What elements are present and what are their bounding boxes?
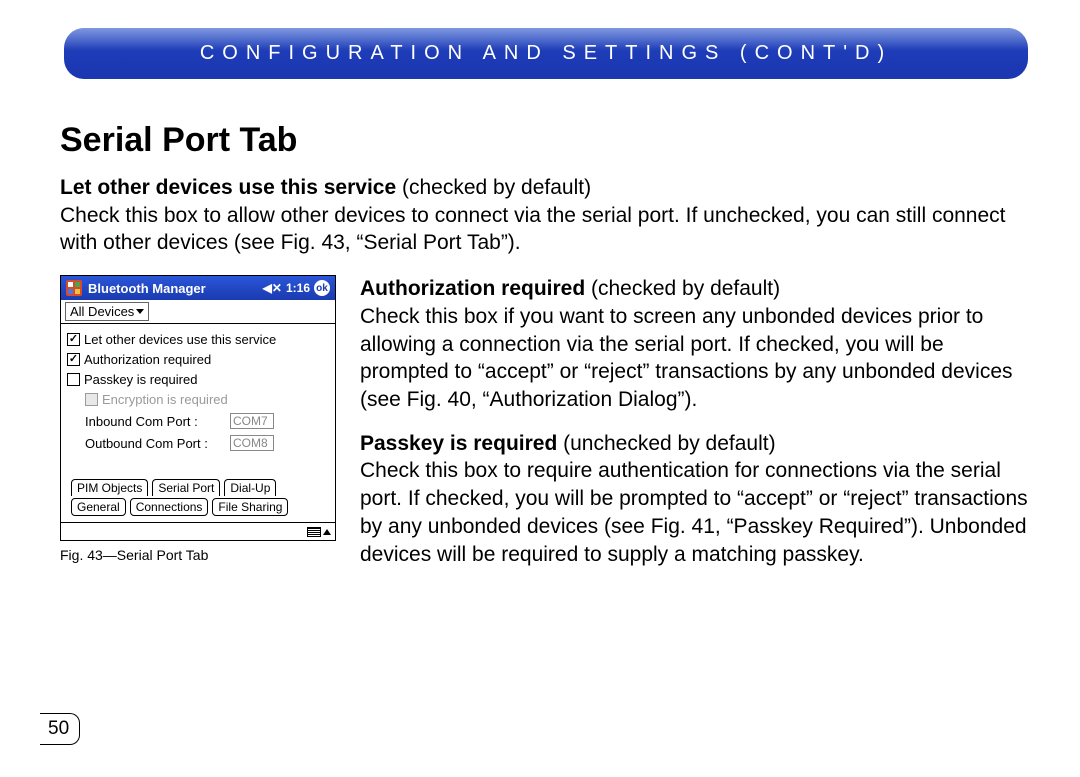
pda-body: Let other devices use this service Autho… [61,324,335,522]
pda-screenshot: Bluetooth Manager ◀✕ 1:16 ok All Devices… [60,275,336,541]
checkbox-encryption-label: Encryption is required [102,392,228,407]
para-passkey-body: Check this box to require authentication… [360,459,1028,565]
outbound-port-value[interactable]: COM8 [230,435,274,451]
pda-app-title: Bluetooth Manager [88,281,259,296]
page-number: 50 [40,713,80,745]
inbound-port-row: Inbound Com Port : COM7 [85,413,329,429]
tab-serial-port[interactable]: Serial Port [152,479,220,496]
intro-lead: Let other devices use this service [60,176,396,199]
inbound-port-label: Inbound Com Port : [85,414,230,429]
checkbox-let-other[interactable] [67,333,80,346]
figure-caption: Fig. 43—Serial Port Tab [60,547,340,563]
paragraph-passkey: Passkey is required (unchecked by defaul… [360,430,1032,569]
tab-pim-objects[interactable]: PIM Objects [71,479,148,496]
start-icon [66,280,82,296]
checkbox-auth[interactable] [67,353,80,366]
para-auth-suffix: (checked by default) [585,277,780,300]
checkbox-auth-label: Authorization required [84,352,211,367]
tab-row-1: PIM Objects Serial Port Dial-Up [71,479,325,496]
para-auth-body: Check this box if you want to screen any… [360,305,1013,411]
checkbox-row-passkey: Passkey is required [67,372,329,387]
outbound-port-row: Outbound Com Port : COM8 [85,435,329,451]
devices-dropdown[interactable]: All Devices [65,302,149,321]
checkbox-row-auth: Authorization required [67,352,329,367]
pda-combo-row: All Devices [61,300,335,324]
pda-bottom-bar [61,522,335,540]
caret-up-icon[interactable] [323,529,331,535]
intro-lead-suffix: (checked by default) [396,176,591,199]
tab-connections[interactable]: Connections [130,498,209,516]
tab-general[interactable]: General [71,498,126,516]
checkbox-row-let-other: Let other devices use this service [67,332,329,347]
ok-icon[interactable]: ok [314,280,330,296]
checkbox-row-encryption: Encryption is required [85,392,329,407]
speaker-icon: ◀✕ [263,281,282,295]
para-passkey-lead: Passkey is required [360,432,557,455]
tab-row-2: General Connections File Sharing [71,498,325,516]
figure-column: Bluetooth Manager ◀✕ 1:16 ok All Devices… [60,275,340,584]
para-auth-lead: Authorization required [360,277,585,300]
banner-text: CONFIGURATION AND SETTINGS (CONT'D) [200,42,892,64]
keyboard-icon[interactable] [307,527,321,537]
pda-tabs: PIM Objects Serial Port Dial-Up General … [67,479,329,516]
devices-dropdown-label: All Devices [70,304,134,319]
checkbox-passkey[interactable] [67,373,80,386]
section-banner: CONFIGURATION AND SETTINGS (CONT'D) [64,28,1028,79]
para-passkey-suffix: (unchecked by default) [557,432,775,455]
pda-time: 1:16 [286,281,310,295]
intro-body: Check this box to allow other devices to… [60,204,1006,255]
tab-file-sharing[interactable]: File Sharing [212,498,288,516]
paragraph-auth: Authorization required (checked by defau… [360,275,1032,414]
outbound-port-label: Outbound Com Port : [85,436,230,451]
inbound-port-value[interactable]: COM7 [230,413,274,429]
chevron-down-icon [136,309,144,314]
checkbox-passkey-label: Passkey is required [84,372,197,387]
text-column: Authorization required (checked by defau… [360,275,1032,584]
checkbox-encryption [85,393,98,406]
section-title: Serial Port Tab [60,121,1032,160]
intro-paragraph: Let other devices use this service (chec… [60,174,1032,257]
checkbox-let-other-label: Let other devices use this service [84,332,276,347]
pda-titlebar: Bluetooth Manager ◀✕ 1:16 ok [61,276,335,300]
tab-dialup[interactable]: Dial-Up [224,479,276,496]
